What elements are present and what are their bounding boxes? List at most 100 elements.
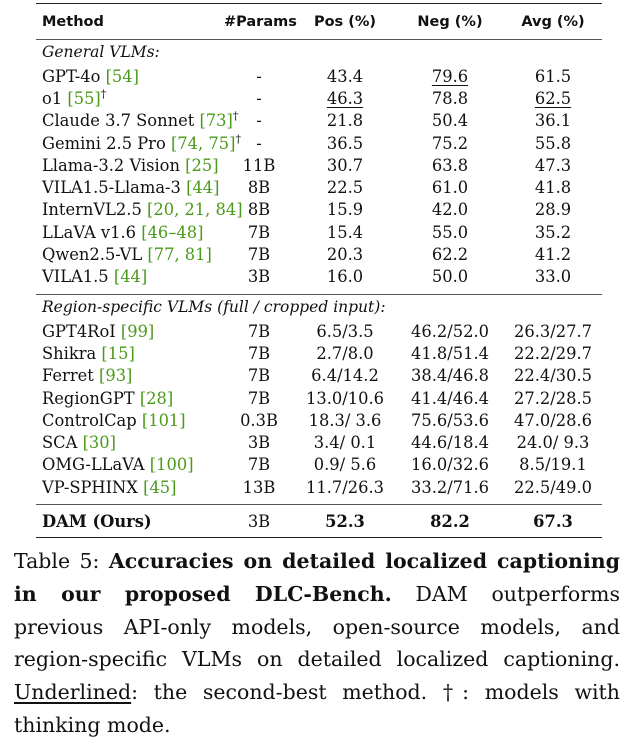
citation: [15] xyxy=(101,343,135,363)
method-cell: Gemini 2.5 Pro [74, 75]† xyxy=(36,133,241,153)
table-row: Gemini 2.5 Pro [74, 75]† -36.5 75.2 55.8 xyxy=(36,132,602,154)
neg-cell: 44.6/18.4 xyxy=(411,433,489,453)
model-name: LLaVA v1.6 xyxy=(42,222,137,242)
params-cell: - xyxy=(256,66,262,86)
method-cell: Claude 3.7 Sonnet [73]† xyxy=(36,111,238,131)
citation: [44] xyxy=(113,267,148,287)
dagger-mark: † xyxy=(232,109,239,123)
citation: [30] xyxy=(82,433,116,453)
ours-avg: 67.3 xyxy=(533,511,573,531)
ours-rule xyxy=(36,504,602,506)
params-cell: 7B xyxy=(247,245,271,265)
dagger-mark: † xyxy=(100,87,107,101)
params-cell: 7B xyxy=(247,222,271,242)
model-name: Ferret xyxy=(42,366,94,386)
avg-cell: 22.5/49.0 xyxy=(514,477,592,497)
table-row: VILA1.5-Llama-3 [44] 8B 22.5 61.0 41.8 xyxy=(36,176,602,198)
citation: [46–48] xyxy=(141,222,204,242)
avg-cell: 35.2 xyxy=(534,222,572,242)
method-cell: OMG-LLaVA [100] xyxy=(36,455,224,474)
bottom-rule xyxy=(36,537,602,539)
citation: [73] xyxy=(199,111,233,131)
avg-cell: 22.4/30.5 xyxy=(514,366,592,386)
citation: [25] xyxy=(185,155,219,175)
pos-cell: 16.0 xyxy=(326,267,364,287)
table-row: OMG-LLaVA [100] 7B 0.9/ 5.6 16.0/32.6 8.5/19… xyxy=(36,454,602,476)
avg-cell: 47.3 xyxy=(534,155,572,175)
params-cell: 3B xyxy=(247,433,271,453)
section-title: Region-specific VLMs (full / cropped inp… xyxy=(42,297,386,316)
ours-method: DAM (Ours) xyxy=(42,511,152,531)
section-rule xyxy=(36,293,602,295)
header-pos: Pos (%) xyxy=(313,13,377,30)
citation: [28] xyxy=(139,388,174,408)
neg-cell: 78.8 xyxy=(431,88,469,108)
section-rows: GPT4RoI [99] 7B 6.5/3.5 46.2/52.0 26.3/27.7 S… xyxy=(36,319,602,504)
avg-cell: 28.9 xyxy=(534,200,572,220)
header-row: Method #Params Pos (%) Neg (%) Avg (%) xyxy=(36,4,602,39)
neg-cell: 41.4/46.4 xyxy=(411,388,489,408)
caption-underlined: Underlined xyxy=(14,680,132,705)
model-name: InternVL2.5 xyxy=(42,200,142,220)
avg-cell: 36.1 xyxy=(534,111,572,131)
table-row: GPT4RoI [99] 7B 6.5/3.5 46.2/52.0 26.3/27.7 xyxy=(36,320,602,342)
section-rows: GPT-4o [54] -43.4 79.6 61.5 o1 [55]† -46.3 78.… xyxy=(36,64,602,294)
avg-cell: 55.8 xyxy=(534,133,572,153)
citation: [77, 81] xyxy=(147,245,212,265)
neg-cell: 79.6 xyxy=(431,66,469,86)
params-cell: 7B xyxy=(247,366,271,386)
method-cell: RegionGPT [28] xyxy=(36,389,224,408)
pos-cell: 36.5 xyxy=(326,133,364,153)
method-cell: Qwen2.5-VL [77, 81] xyxy=(36,245,224,264)
citation: [93] xyxy=(98,366,133,386)
citation: [101] xyxy=(141,410,186,430)
pos-cell: 22.5 xyxy=(326,178,364,198)
pos-cell: 3.4/ 0.1 xyxy=(313,433,377,453)
table-caption: Table 5: Accuracies on detailed localize… xyxy=(14,545,620,742)
table-row: VILA1.5 [44] 3B 16.0 50.0 33.0 xyxy=(36,266,602,288)
neg-cell: 38.4/46.8 xyxy=(411,366,489,386)
results-table: Method #Params Pos (%) Neg (%) Avg (%) G… xyxy=(36,3,602,539)
model-name: SCA xyxy=(42,433,78,453)
pos-cell: 15.4 xyxy=(326,222,364,242)
params-cell: 8B xyxy=(247,178,271,198)
model-name: Claude 3.7 Sonnet xyxy=(42,111,195,131)
table-row: Qwen2.5-VL [77, 81] 7B 20.3 62.2 41.2 xyxy=(36,243,602,265)
pos-cell: 43.4 xyxy=(326,66,364,86)
params-cell: 7B xyxy=(247,321,271,341)
model-name: GPT4RoI xyxy=(42,321,116,341)
params-cell: 0.3B xyxy=(240,410,278,430)
table-row: VP-SPHINX [45] 13B 11.7/26.3 33.2/71.6 22.5/… xyxy=(36,476,602,498)
avg-cell: 27.2/28.5 xyxy=(514,388,592,408)
params-cell: 13B xyxy=(242,477,276,497)
table-row: Llama-3.2 Vision [25] 11B 30.7 63.8 47.3 xyxy=(36,154,602,176)
ours-neg: 82.2 xyxy=(430,511,470,531)
model-name: Qwen2.5-VL xyxy=(42,245,143,265)
avg-cell: 26.3/27.7 xyxy=(514,321,592,341)
method-cell: o1 [55]† xyxy=(36,89,224,108)
caption-rest: : the second-best method. †: models with… xyxy=(14,680,620,737)
pos-cell: 15.9 xyxy=(326,200,364,220)
method-cell: ControlCap [101] xyxy=(36,411,224,430)
header-avg: Avg (%) xyxy=(521,13,585,30)
neg-cell: 75.6/53.6 xyxy=(411,410,489,430)
model-name: Gemini 2.5 Pro xyxy=(42,133,166,153)
pos-cell: 30.7 xyxy=(326,155,364,175)
method-cell: LLaVA v1.6 [46–48] xyxy=(36,223,224,242)
params-cell: - xyxy=(256,133,262,153)
params-cell: - xyxy=(256,111,262,131)
method-cell: VILA1.5 [44] xyxy=(36,267,224,286)
model-name: VP-SPHINX xyxy=(42,477,138,497)
caption-body: DAM outperforms previous API-only models… xyxy=(14,581,620,672)
model-name: RegionGPT xyxy=(42,388,135,408)
caption-title: Accuracies on detailed localized caption… xyxy=(14,549,620,606)
params-cell: 11B xyxy=(242,155,276,175)
neg-cell: 63.8 xyxy=(431,155,469,175)
neg-cell: 42.0 xyxy=(431,200,469,220)
header-neg: Neg (%) xyxy=(417,13,483,30)
table-row: Ferret [93] 7B 6.4/14.2 38.4/46.8 22.4/30.5 xyxy=(36,365,602,387)
avg-cell: 8.5/19.1 xyxy=(519,455,587,475)
top-rule xyxy=(36,3,602,4)
neg-cell: 16.0/32.6 xyxy=(411,455,489,475)
citation: [100] xyxy=(149,455,194,475)
